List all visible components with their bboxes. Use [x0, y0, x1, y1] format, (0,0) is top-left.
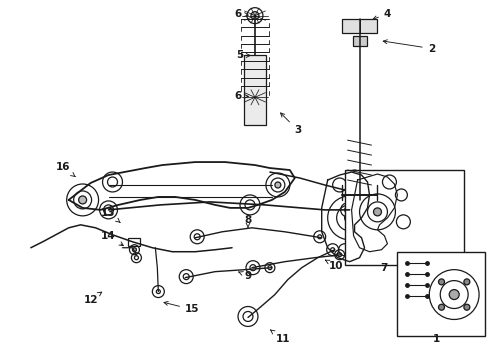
Text: 7: 7 [380, 263, 387, 273]
Bar [244, 55, 266, 125]
Text: 10: 10 [325, 260, 343, 271]
Circle shape [449, 289, 459, 300]
Text: 8: 8 [245, 215, 251, 228]
Circle shape [439, 304, 444, 310]
Bar [342, 19, 377, 32]
Bar [353, 36, 367, 45]
Circle shape [132, 248, 136, 252]
Text: 13: 13 [101, 208, 120, 222]
Text: 6: 6 [234, 9, 248, 19]
Text: 16: 16 [55, 162, 75, 177]
Text: 14: 14 [101, 231, 123, 246]
Text: 3: 3 [281, 113, 301, 135]
Text: 5: 5 [236, 50, 250, 60]
Bar [397, 252, 485, 336]
Text: 1: 1 [433, 334, 440, 345]
Bar [344, 170, 464, 265]
Bar [128, 238, 141, 246]
Circle shape [464, 279, 470, 285]
Circle shape [78, 196, 87, 204]
Text: 6: 6 [234, 91, 248, 101]
Text: 4: 4 [373, 9, 391, 20]
Text: 2: 2 [383, 40, 435, 54]
Text: 9: 9 [239, 271, 251, 281]
Circle shape [439, 279, 444, 285]
Circle shape [464, 304, 470, 310]
Circle shape [344, 213, 355, 223]
Text: 11: 11 [270, 330, 290, 345]
Circle shape [373, 208, 382, 216]
Circle shape [275, 182, 281, 188]
Text: 12: 12 [83, 292, 102, 305]
Circle shape [251, 93, 259, 101]
Circle shape [251, 12, 259, 20]
Text: 15: 15 [164, 302, 199, 315]
